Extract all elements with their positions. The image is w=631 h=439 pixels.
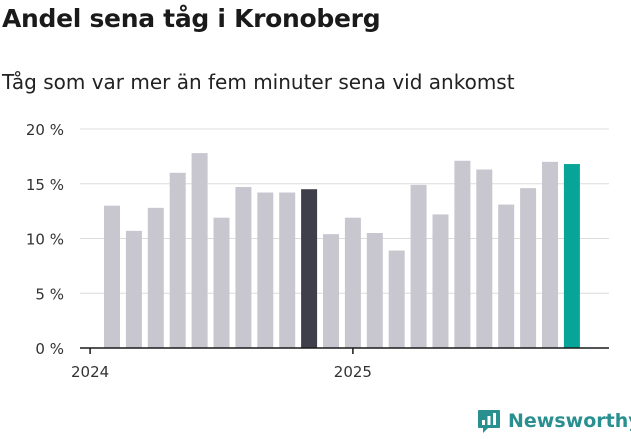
chart-title: Andel sena tåg i Kronoberg [2, 4, 381, 33]
y-tick-label: 10 % [26, 231, 64, 249]
bar [125, 230, 142, 348]
bar [563, 164, 580, 348]
bar [169, 172, 186, 348]
bar [366, 233, 383, 348]
x-tick-label: 2025 [334, 363, 372, 381]
bar [323, 234, 339, 348]
newsworthy-logo-icon [478, 410, 500, 433]
bar [454, 160, 471, 348]
bar [279, 192, 296, 348]
bar [388, 250, 405, 348]
bar [542, 161, 558, 348]
bar [520, 188, 537, 348]
chart-subtitle: Tåg som var mer än fem minuter sena vid … [2, 70, 515, 94]
bar [191, 153, 208, 348]
bar [147, 207, 164, 348]
bar [104, 205, 120, 348]
y-tick-label: 0 % [35, 340, 64, 358]
bar [213, 217, 230, 348]
bar [344, 217, 361, 348]
bar [476, 169, 493, 348]
bar [301, 189, 318, 348]
bar [257, 192, 274, 348]
brand-name: Newsworthy [508, 410, 631, 432]
y-tick-label: 15 % [26, 176, 64, 194]
x-tick-label: 2024 [71, 363, 109, 381]
y-tick-label: 5 % [35, 285, 64, 303]
bar [235, 187, 252, 348]
bar [498, 204, 515, 348]
bar [432, 214, 449, 348]
y-tick-label: 20 % [26, 121, 64, 139]
bar [410, 184, 427, 348]
newsworthy-brand: Newsworthy [476, 408, 631, 434]
